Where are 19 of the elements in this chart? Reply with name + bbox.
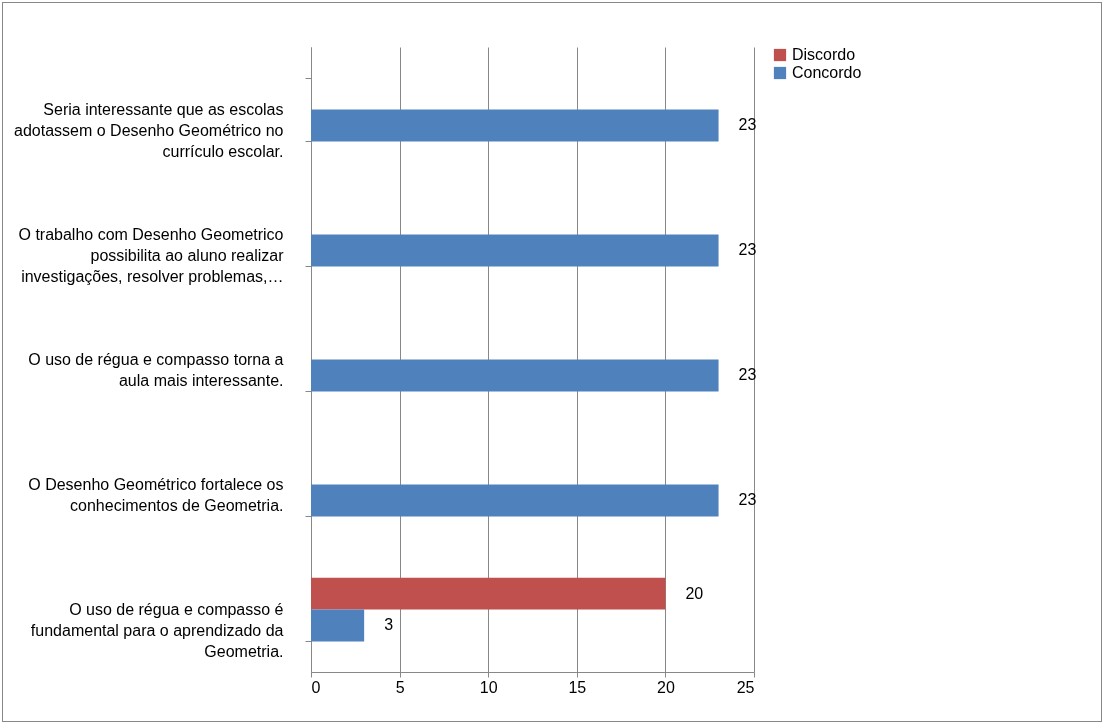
y-tick-label: O Desenho Geométrico fortalece os conhecimentos de Geometria. <box>28 476 284 514</box>
y-tick-label: Seria interessante que as escolas adotassem o Desenho Geométrico no currículo escolar. <box>14 101 284 160</box>
data-label: 20 <box>685 584 704 602</box>
data-label: 23 <box>738 241 757 259</box>
x-tick-label: 10 <box>479 678 498 696</box>
y-tick-label: O trabalho com Desenho Geometrico possibilita ao aluno realizar investigações, resolver problemas,… <box>18 226 285 285</box>
y-tick-label: O uso de régua e compasso torna a aula mais interessante. <box>28 351 284 389</box>
data-label: 3 <box>384 616 394 634</box>
legend-label: Concordo <box>792 64 862 81</box>
x-tick-label: 25 <box>736 678 755 696</box>
data-label: 23 <box>738 491 757 509</box>
x-tick-label: 5 <box>395 678 405 696</box>
legend-label: Discordo <box>792 46 856 63</box>
data-label: 23 <box>738 366 757 384</box>
x-tick-label: 15 <box>568 678 587 696</box>
data-label: 23 <box>738 116 757 134</box>
x-tick-label: 20 <box>657 678 675 696</box>
x-tick-label: 0 <box>311 678 321 696</box>
y-tick-label: O uso de régua e compasso é fundamental para o aprendizado da Geometria. <box>30 601 284 660</box>
